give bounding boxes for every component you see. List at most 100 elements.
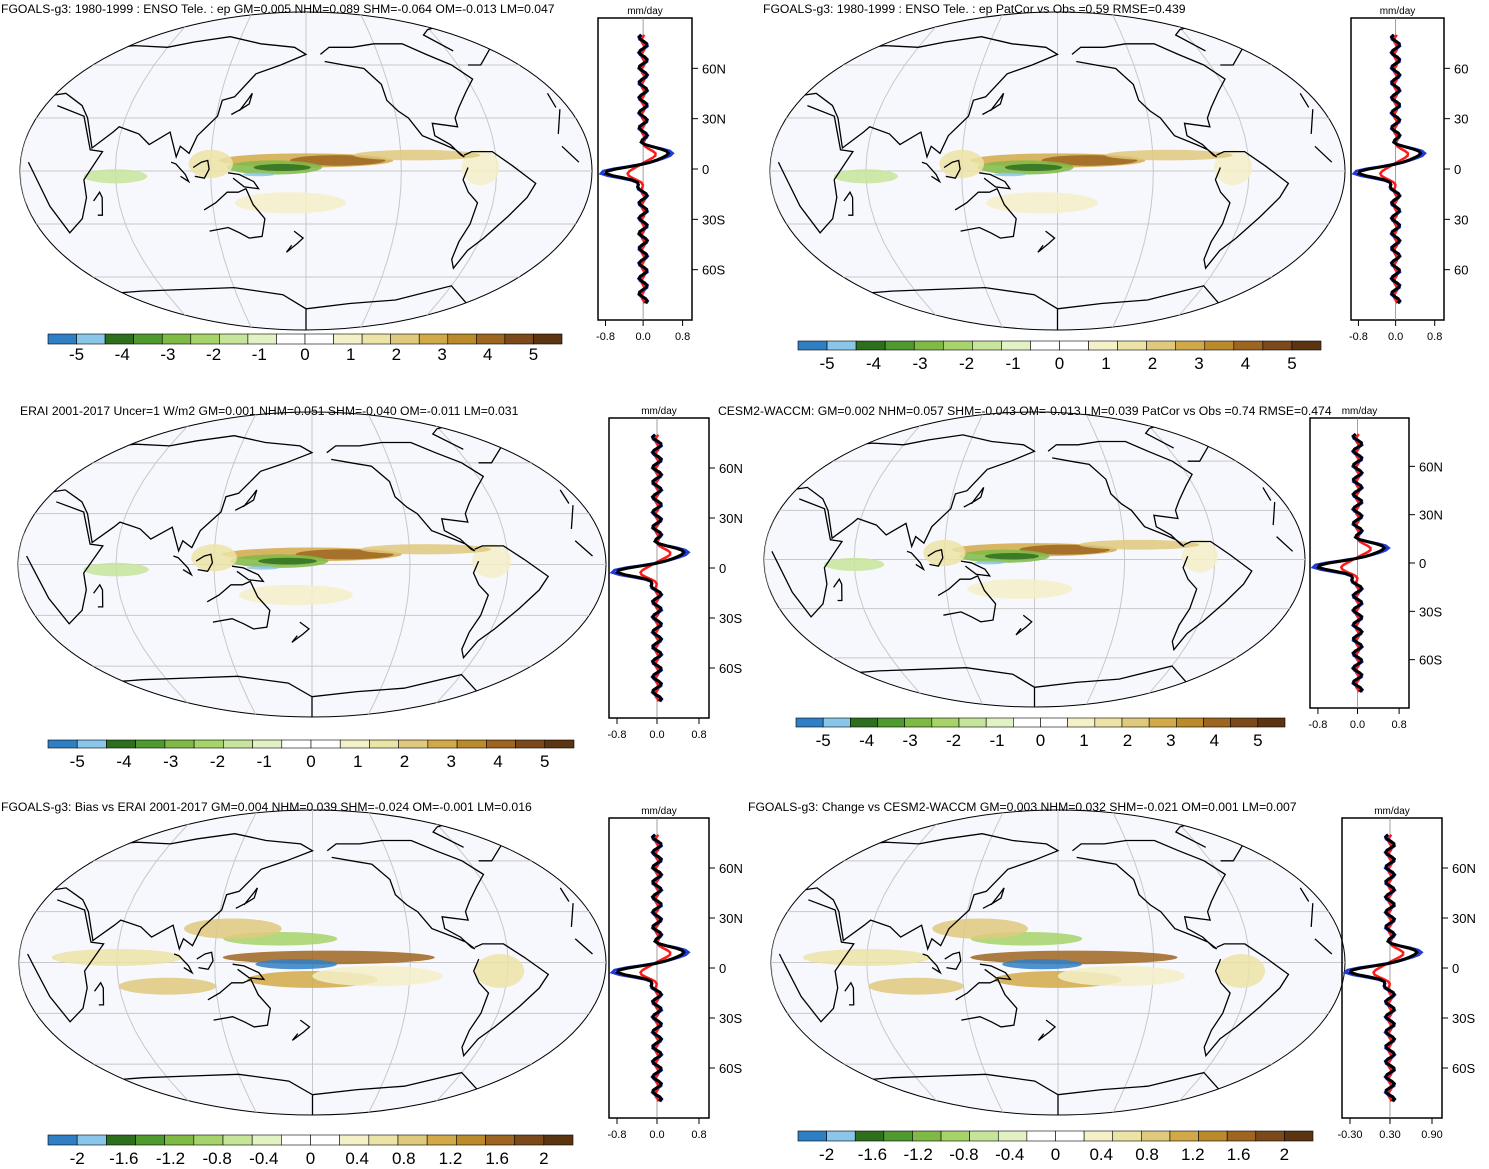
colorbar-cell — [47, 739, 78, 749]
coastline — [27, 104, 580, 234]
coastline — [98, 673, 480, 717]
lat-tick-label: 0 — [702, 162, 709, 177]
colorbar-cell — [544, 739, 575, 749]
lat-tick-label: 0 — [1452, 961, 1459, 976]
colorbar-tick-label: 2 — [392, 345, 401, 364]
colorbar-tick-label: -0.8 — [949, 1145, 978, 1164]
coastline — [982, 887, 1005, 909]
colorbar-cell — [1055, 1130, 1085, 1142]
profile-line-black — [1316, 433, 1387, 693]
colorbar-cell — [310, 739, 341, 749]
coastline — [53, 435, 570, 553]
colorbar-tick-label: 2 — [400, 752, 409, 771]
colorbar-cell — [476, 333, 506, 345]
coastline — [195, 553, 214, 573]
anomaly-region — [191, 544, 237, 572]
colorbar-cell — [1175, 340, 1206, 351]
profile-unit-label: mm/day — [641, 406, 677, 417]
colorbar-cell — [219, 333, 249, 345]
lat-tick-label: 60S — [719, 1061, 742, 1076]
panel-5: FGOALS-g3: Bias vs ERAI 2001-2017 GM=0.0… — [1, 800, 743, 1168]
panel-3: ERAI 2001-2017 Uncer=1 W/m2 GM=0.001 NHM… — [17, 404, 743, 771]
coastline — [170, 161, 191, 184]
coastline — [849, 1071, 1222, 1115]
coastline — [954, 187, 1017, 239]
profile-line-red — [626, 34, 657, 304]
colorbar-cell — [76, 1134, 107, 1146]
colorbar-tick-label: 1.6 — [1227, 1145, 1251, 1164]
lat-tick-label: 30S — [719, 1011, 742, 1026]
lat-tick-label: 60S — [702, 263, 725, 278]
coastline — [1037, 230, 1056, 253]
profile-x-tick-label: -0.8 — [608, 1129, 627, 1141]
profile-x-tick-label: 0.90 — [1421, 1129, 1442, 1141]
coastline — [326, 839, 485, 950]
lat-tick-label: 60N — [1419, 459, 1443, 474]
colorbar-cell — [1059, 340, 1089, 351]
anomaly-region — [461, 149, 500, 186]
meridian-gridline — [1111, 810, 1155, 1115]
colorbar-tick-label: 0.4 — [1089, 1145, 1113, 1164]
profile-unit-label: mm/day — [1342, 406, 1378, 417]
colorbar-tick-label: -0.4 — [995, 1145, 1024, 1164]
colorbar-cell — [1148, 717, 1177, 728]
profile-x-tick-label: 0.0 — [649, 729, 664, 741]
colorbar-cell — [193, 1134, 224, 1146]
colorbar-cell — [76, 739, 107, 749]
colorbar-cell — [1204, 340, 1235, 351]
colorbar-cell — [361, 333, 391, 345]
colorbar-cell — [877, 717, 905, 728]
anomaly-region — [475, 954, 525, 988]
colorbar-tick-label: 1 — [353, 752, 362, 771]
meridian-gridline — [359, 12, 402, 330]
coastline — [54, 833, 570, 951]
colorbar-cell — [485, 1134, 515, 1146]
coastline — [196, 951, 214, 971]
map-layer — [770, 12, 1345, 330]
profile-x-tick-label: 0.0 — [1350, 719, 1365, 731]
coastline — [99, 1071, 480, 1115]
anomaly-region — [295, 549, 394, 560]
lat-tick-label: 60S — [1419, 653, 1442, 668]
lat-tick-label: 30S — [1452, 1011, 1475, 1026]
map-layer — [20, 12, 592, 330]
colorbar-tick-label: -1.6 — [109, 1149, 138, 1168]
profile-line-red — [639, 833, 672, 1102]
coastline — [833, 577, 843, 602]
colorbar-cell — [972, 340, 1002, 351]
colorbar-tick-label: -2 — [70, 1149, 85, 1168]
coastline — [844, 981, 855, 1006]
profile-line-red — [1372, 833, 1405, 1102]
panel-2: FGOALS-g3: 1980-1999 : ENSO Tele. : ep P… — [763, 2, 1468, 373]
profile-x-tick-label: 0.8 — [1427, 331, 1442, 343]
colorbar-tick-label: 1 — [346, 345, 355, 364]
colorbar-tick-label: -4 — [116, 752, 131, 771]
lat-tick-label: 0 — [719, 961, 726, 976]
colorbar-cell — [339, 739, 370, 749]
colorbar-cell — [1112, 1130, 1142, 1142]
colorbar-tick-label: 5 — [540, 752, 549, 771]
lat-tick-label: 30N — [1419, 508, 1443, 523]
colorbar-tick-label: -4 — [859, 731, 874, 750]
coastline — [1037, 1019, 1057, 1041]
colorbar-cell — [251, 1134, 282, 1146]
colorbar-tick-label: 3 — [1194, 354, 1203, 373]
colorbar-cell — [281, 739, 312, 749]
lat-tick-label: 0 — [1454, 162, 1461, 177]
colorbar-cell — [193, 739, 224, 749]
colorbar-tick-label: -5 — [816, 731, 831, 750]
coastline — [944, 951, 962, 971]
colorbar-tick-label: -2 — [206, 345, 221, 364]
colorbar-cell — [1030, 340, 1060, 351]
panel-title: FGOALS-g3: Bias vs ERAI 2001-2017 GM=0.0… — [1, 800, 532, 814]
colorbar-cell — [104, 333, 134, 345]
coastline — [960, 560, 992, 577]
anomaly-region — [993, 172, 1026, 177]
profile-line-black — [1348, 833, 1419, 1103]
colorbar-cell — [1233, 340, 1264, 351]
colorbar-cell — [1040, 717, 1068, 728]
meridian-gridline — [367, 810, 411, 1115]
colorbar-tick-label: 0.4 — [345, 1149, 369, 1168]
colorbar-cell — [1198, 1130, 1228, 1142]
